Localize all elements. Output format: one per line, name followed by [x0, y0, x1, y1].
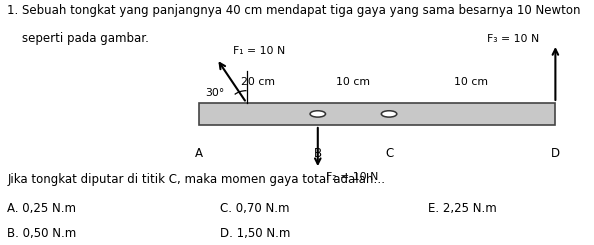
Text: 10 cm: 10 cm — [454, 77, 488, 87]
Circle shape — [381, 111, 397, 117]
Text: E. 2,25 N.m: E. 2,25 N.m — [428, 202, 497, 215]
Text: 1. Sebuah tongkat yang panjangnya 40 cm mendapat tiga gaya yang sama besarnya 10: 1. Sebuah tongkat yang panjangnya 40 cm … — [7, 4, 580, 17]
Text: Jika tongkat diputar di titik C, maka momen gaya total adalah…: Jika tongkat diputar di titik C, maka mo… — [7, 173, 386, 186]
Text: 30°: 30° — [205, 88, 224, 98]
Text: B: B — [314, 147, 322, 160]
Text: 20 cm: 20 cm — [241, 77, 276, 87]
Circle shape — [310, 111, 326, 117]
Text: B. 0,50 N.m: B. 0,50 N.m — [7, 227, 77, 240]
Text: F₃ = 10 N: F₃ = 10 N — [487, 34, 539, 44]
Text: F₁ = 10 N: F₁ = 10 N — [233, 46, 286, 56]
Text: C. 0,70 N.m: C. 0,70 N.m — [220, 202, 289, 215]
Text: F₂ = 10 N: F₂ = 10 N — [326, 172, 378, 182]
Text: C: C — [385, 147, 393, 160]
Text: A: A — [195, 147, 203, 160]
Text: D. 1,50 N.m: D. 1,50 N.m — [220, 227, 290, 240]
Text: 10 cm: 10 cm — [336, 77, 371, 87]
Text: seperti pada gambar.: seperti pada gambar. — [7, 32, 149, 45]
Bar — [199, 103, 555, 125]
Text: A. 0,25 N.m: A. 0,25 N.m — [7, 202, 76, 215]
Text: D: D — [551, 147, 560, 160]
